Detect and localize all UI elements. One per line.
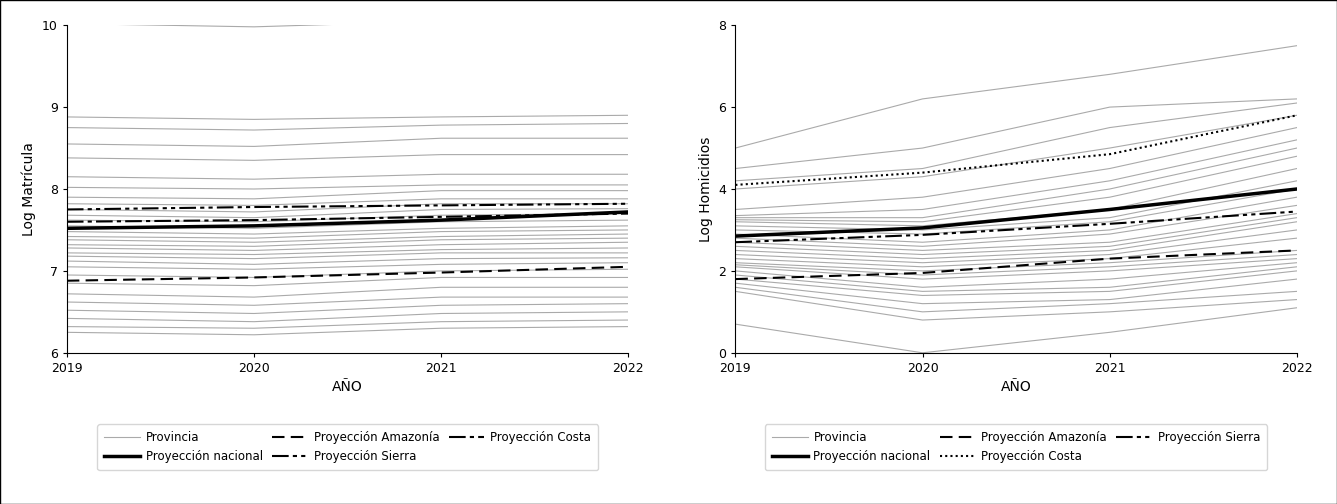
X-axis label: AÑO: AÑO <box>1001 381 1031 395</box>
Y-axis label: Log Homicidios: Log Homicidios <box>699 136 713 242</box>
Legend: Provincia, Proyección nacional, Proyección Amazonía, Proyección Costa, Proyecció: Provincia, Proyección nacional, Proyecci… <box>765 424 1267 470</box>
Y-axis label: Log Matrícula: Log Matrícula <box>21 142 36 236</box>
Legend: Provincia, Proyección nacional, Proyección Amazonía, Proyección Sierra, Proyecci: Provincia, Proyección nacional, Proyecci… <box>98 424 598 470</box>
X-axis label: AÑO: AÑO <box>333 381 362 395</box>
